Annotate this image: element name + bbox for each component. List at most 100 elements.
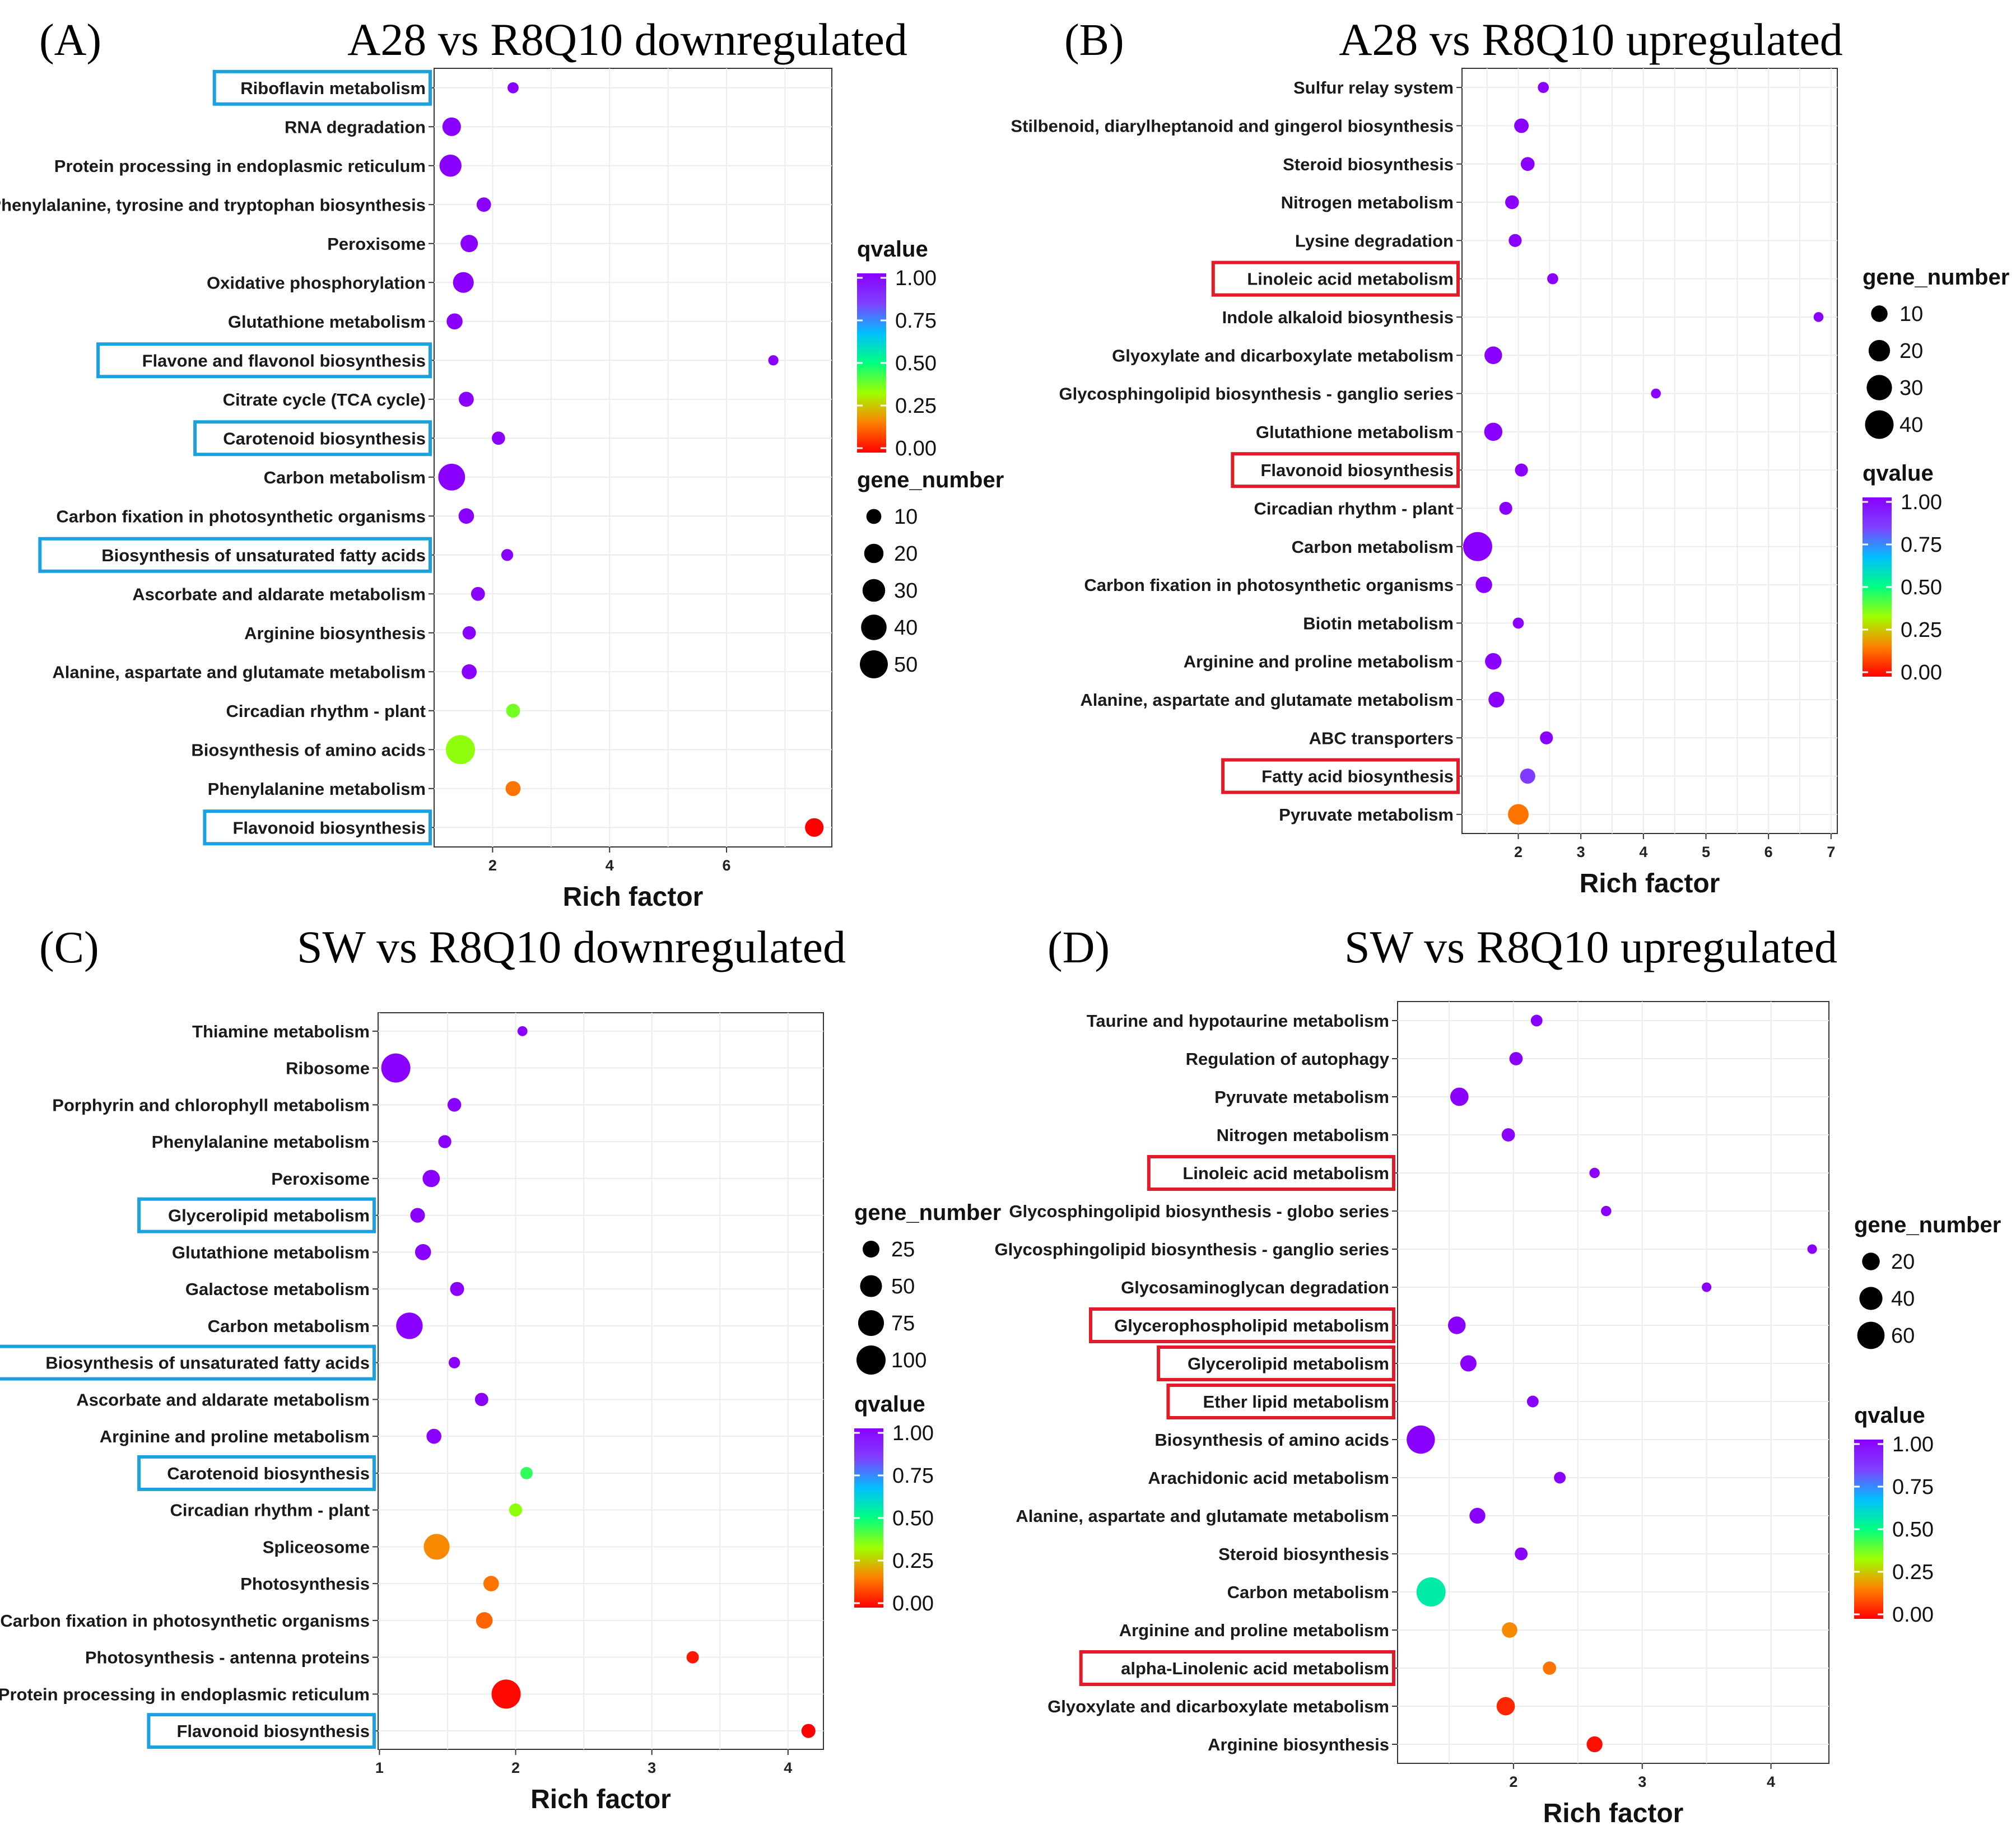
data-point xyxy=(1450,1087,1469,1106)
gene-number-legend-label: 20 xyxy=(1891,1250,1915,1274)
pathway-label: Glyoxylate and dicarboxylate metabolism xyxy=(1112,346,1454,365)
x-axis-title: Rich factor xyxy=(1580,869,1720,898)
gene-number-legend-label: 50 xyxy=(891,1275,915,1298)
pathway-label: Glycerophospholipid metabolism xyxy=(1114,1316,1389,1335)
pathway-label: Pyruvate metabolism xyxy=(1279,805,1454,825)
qvalue-legend-label: 1.00 xyxy=(1892,1433,1934,1456)
data-point xyxy=(453,272,474,293)
qvalue-legend-label: 1.00 xyxy=(1901,491,1942,514)
data-point xyxy=(459,392,474,407)
pathway-label: Fatty acid biosynthesis xyxy=(1261,767,1454,786)
data-point xyxy=(491,1679,521,1709)
data-point xyxy=(1460,1355,1477,1372)
pathway-label: Circadian rhythm - plant xyxy=(226,701,426,721)
gene-number-legend-title: gene_number xyxy=(1863,265,2009,290)
data-point xyxy=(1463,532,1492,561)
qvalue-legend-label: 0.25 xyxy=(892,1549,934,1573)
pathway-label: Ribosome xyxy=(286,1059,370,1078)
highlight-box xyxy=(0,1344,376,1381)
data-point xyxy=(492,431,505,445)
size-legend-dot xyxy=(1865,410,1894,439)
gene-number-legend-label: 20 xyxy=(1899,339,1923,363)
data-point xyxy=(508,82,519,94)
data-point xyxy=(1530,1014,1543,1027)
pathway-label: Protein processing in endoplasmic reticu… xyxy=(0,1684,370,1704)
data-point xyxy=(438,463,465,491)
data-point xyxy=(1447,1316,1466,1334)
data-point xyxy=(1484,422,1503,441)
data-point xyxy=(426,1428,442,1444)
pathway-label: Protein processing in endoplasmic reticu… xyxy=(54,156,426,176)
size-legend-dot xyxy=(1859,1287,1883,1310)
gene-number-legend-label: 50 xyxy=(894,653,918,677)
highlight-box xyxy=(1231,452,1460,488)
highlight-box xyxy=(1147,1155,1396,1191)
gene-number-legend-label: 30 xyxy=(894,579,918,603)
pathway-label: Flavonoid biosynthesis xyxy=(177,1721,370,1741)
highlight-box xyxy=(96,342,432,379)
gene-number-legend-title: gene_number xyxy=(854,1200,1001,1225)
size-legend-dot xyxy=(866,509,882,524)
pathway-label: Glycerolipid metabolism xyxy=(168,1206,370,1226)
x-tick-label: 4 xyxy=(1767,1773,1775,1790)
panel-letter: (C) xyxy=(39,923,99,972)
plot-area xyxy=(1461,68,1838,834)
panel-title: A28 vs R8Q10 upregulated xyxy=(1339,14,1843,65)
data-point xyxy=(462,626,476,640)
pathway-label: Biotin metabolism xyxy=(1303,613,1454,633)
qvalue-legend-label: 0.75 xyxy=(1901,533,1942,557)
pathway-label: Taurine and hypotaurine metabolism xyxy=(1087,1011,1389,1031)
data-point xyxy=(1589,1167,1600,1179)
x-tick-label: 7 xyxy=(1827,844,1835,860)
highlight-box xyxy=(147,1713,376,1749)
pathway-label: Regulation of autophagy xyxy=(1186,1049,1390,1069)
highlight-box xyxy=(193,420,432,457)
data-point xyxy=(768,355,779,366)
gene-number-legend-label: 30 xyxy=(1899,376,1923,400)
pathway-label: Glutathione metabolism xyxy=(228,312,426,332)
data-point xyxy=(1508,804,1529,825)
panel-letter: (B) xyxy=(1064,16,1124,65)
data-point xyxy=(517,1026,528,1036)
data-point xyxy=(1514,118,1529,133)
pathway-label: Carbon fixation in photosynthetic organi… xyxy=(1084,575,1454,595)
size-legend-dot xyxy=(1857,1321,1885,1349)
pathway-label: Glycosphingolipid biosynthesis - ganglio… xyxy=(1059,384,1454,404)
data-point xyxy=(446,313,463,330)
x-tick-label: 3 xyxy=(1577,844,1585,860)
pathway-label: Arachidonic acid metabolism xyxy=(1148,1468,1389,1488)
pathway-label: Spliceosome xyxy=(263,1537,370,1557)
qvalue-legend-label: 0.00 xyxy=(895,437,937,460)
data-point xyxy=(471,586,485,601)
pathway-label: Carbon metabolism xyxy=(1292,537,1454,557)
data-point xyxy=(458,508,474,524)
qvalue-legend-label: 1.00 xyxy=(892,1422,934,1445)
x-axis-title: Rich factor xyxy=(1543,1799,1684,1828)
pathway-label: Nitrogen metabolism xyxy=(1217,1125,1389,1145)
data-point xyxy=(686,1651,699,1664)
pathway-label: Carbon metabolism xyxy=(208,1316,370,1336)
data-point xyxy=(1520,768,1535,784)
data-point xyxy=(1547,273,1558,285)
pathway-label: Stilbenoid, diarylheptanoid and gingerol… xyxy=(1011,116,1454,136)
pathway-label: Carotenoid biosynthesis xyxy=(223,429,426,448)
qvalue-legend-label: 0.50 xyxy=(892,1507,934,1530)
x-tick-label: 2 xyxy=(1514,844,1523,860)
plot-area xyxy=(434,68,832,848)
pathway-label: Linoleic acid metabolism xyxy=(1247,269,1454,289)
data-point xyxy=(1501,1128,1515,1142)
panel-b: (B) A28 vs R8Q10 upregulated 2 3 4 5 6 7 Rich fa… xyxy=(1011,14,2009,898)
pathway-label: Alanine, aspartate and glutamate metabol… xyxy=(1016,1506,1389,1526)
gene-number-legend-label: 20 xyxy=(894,542,918,566)
qvalue-legend-label: 0.00 xyxy=(1892,1603,1934,1627)
data-point xyxy=(1554,1472,1566,1484)
pathway-label: Glycosaminoglycan degradation xyxy=(1121,1278,1389,1297)
pathway-label: Linoleic acid metabolism xyxy=(1182,1163,1389,1183)
highlight-box xyxy=(1157,1345,1396,1381)
data-point xyxy=(1407,1425,1435,1454)
data-point xyxy=(460,235,478,253)
pathway-label: Sulfur relay system xyxy=(1293,78,1454,97)
size-legend-dot xyxy=(1862,1252,1880,1270)
pathway-label: Carbon fixation in photosynthetic organi… xyxy=(0,1611,370,1631)
data-point xyxy=(423,1534,450,1560)
